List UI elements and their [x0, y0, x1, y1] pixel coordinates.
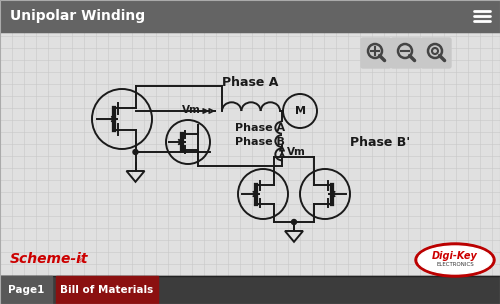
- Text: Scheme-it: Scheme-it: [10, 252, 88, 266]
- Circle shape: [292, 219, 296, 224]
- Text: Phase B': Phase B': [350, 136, 410, 148]
- Text: Digi-Key: Digi-Key: [432, 251, 478, 261]
- Text: Vm: Vm: [287, 147, 306, 157]
- Bar: [0, 276, 500, 304]
- Text: Phase A: Phase A: [222, 76, 278, 89]
- Text: ELECTRONICS: ELECTRONICS: [436, 261, 474, 267]
- Text: M: M: [294, 106, 306, 116]
- FancyBboxPatch shape: [391, 38, 421, 68]
- Ellipse shape: [415, 243, 495, 277]
- Bar: [0, 0, 500, 32]
- Bar: [0, 32, 500, 276]
- Text: Vm: Vm: [182, 105, 201, 115]
- FancyBboxPatch shape: [361, 38, 391, 68]
- Text: Page1: Page1: [8, 285, 44, 295]
- FancyBboxPatch shape: [421, 38, 451, 68]
- Text: Unipolar Winding: Unipolar Winding: [10, 9, 145, 23]
- Bar: [0, 276, 52, 304]
- Text: ®: ®: [76, 258, 83, 264]
- Text: Phase B: Phase B: [235, 137, 285, 147]
- Text: Phase A: Phase A: [235, 123, 285, 133]
- Bar: [56, 276, 158, 304]
- Ellipse shape: [418, 246, 492, 274]
- Circle shape: [133, 150, 138, 154]
- Text: Bill of Materials: Bill of Materials: [60, 285, 154, 295]
